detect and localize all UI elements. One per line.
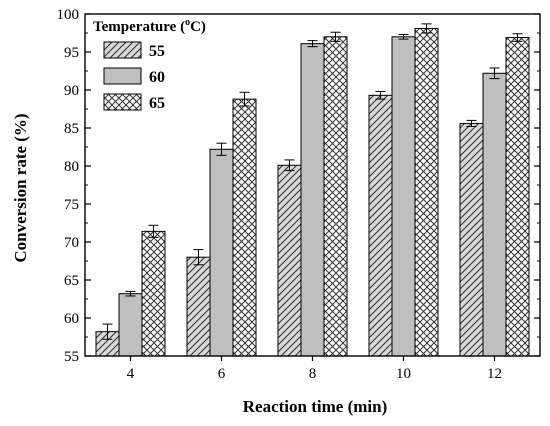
bar-60-8 xyxy=(300,43,325,357)
legend: Temperature (oC) 55 60 65 xyxy=(93,17,206,112)
y-tick-label-65: 65 xyxy=(64,273,79,289)
y-tick-label-55: 55 xyxy=(64,349,79,365)
bar-65-4 xyxy=(141,230,166,357)
bar-60-10 xyxy=(391,36,416,357)
error-bar-60-10 xyxy=(398,34,409,40)
bar-60-4 xyxy=(118,293,143,357)
plot-frame xyxy=(84,13,541,357)
x-axis-title: Reaction time (min) xyxy=(243,397,387,416)
x-tick-label-8: 8 xyxy=(309,366,317,382)
error-bar-65-4 xyxy=(148,224,159,238)
bar-60-12 xyxy=(482,72,507,357)
error-bar-65-10 xyxy=(421,23,432,34)
error-bar-55-6 xyxy=(193,249,204,266)
error-bar-60-6 xyxy=(216,142,227,156)
bar-65-8 xyxy=(323,36,348,357)
y-tick-label-90: 90 xyxy=(64,83,79,99)
plot-area: 4 6 8 10 12 55 60 65 70 75 80 85 90 95 100 xyxy=(57,7,541,382)
y-tick-label-60: 60 xyxy=(64,311,79,327)
bar-65-10 xyxy=(414,27,439,357)
error-bar-55-10 xyxy=(375,91,386,100)
y-tick-label-75: 75 xyxy=(64,197,79,213)
bar-55-12 xyxy=(459,122,484,357)
y-tick-label-100: 100 xyxy=(57,7,80,23)
legend-swatch-60 xyxy=(103,67,142,85)
legend-title: Temperature (oC) xyxy=(93,17,206,35)
bar-55-8 xyxy=(277,164,302,357)
error-bar-55-8 xyxy=(284,159,295,172)
error-bar-60-8 xyxy=(307,40,318,48)
y-tick-label-70: 70 xyxy=(64,235,79,251)
y-tick-label-80: 80 xyxy=(64,159,79,175)
legend-label-65: 65 xyxy=(149,95,165,112)
error-bar-55-12 xyxy=(466,119,477,127)
bar-65-12 xyxy=(505,37,530,357)
legend-swatch-65 xyxy=(103,93,142,111)
error-bar-65-12 xyxy=(512,33,523,42)
y-tick-label-95: 95 xyxy=(64,45,79,61)
y-tick-label-85: 85 xyxy=(64,121,79,137)
legend-label-60: 60 xyxy=(149,69,165,86)
error-bar-65-8 xyxy=(330,31,341,42)
bar-60-6 xyxy=(209,148,234,357)
error-bar-60-12 xyxy=(489,67,500,80)
error-bar-55-4 xyxy=(102,323,113,340)
y-axis-title: Conversion rate (%) xyxy=(11,113,30,262)
x-tick-label-10: 10 xyxy=(396,366,411,382)
x-tick-label-6: 6 xyxy=(218,366,226,382)
x-tick-label-4: 4 xyxy=(127,366,135,382)
legend-swatch-55 xyxy=(103,41,142,59)
bar-65-6 xyxy=(232,98,257,357)
error-bar-60-4 xyxy=(125,290,136,297)
bar-55-6 xyxy=(186,256,211,357)
bar-55-10 xyxy=(368,94,393,357)
legend-label-55: 55 xyxy=(149,43,165,60)
error-bar-65-6 xyxy=(239,91,250,107)
x-tick-label-12: 12 xyxy=(487,366,502,382)
